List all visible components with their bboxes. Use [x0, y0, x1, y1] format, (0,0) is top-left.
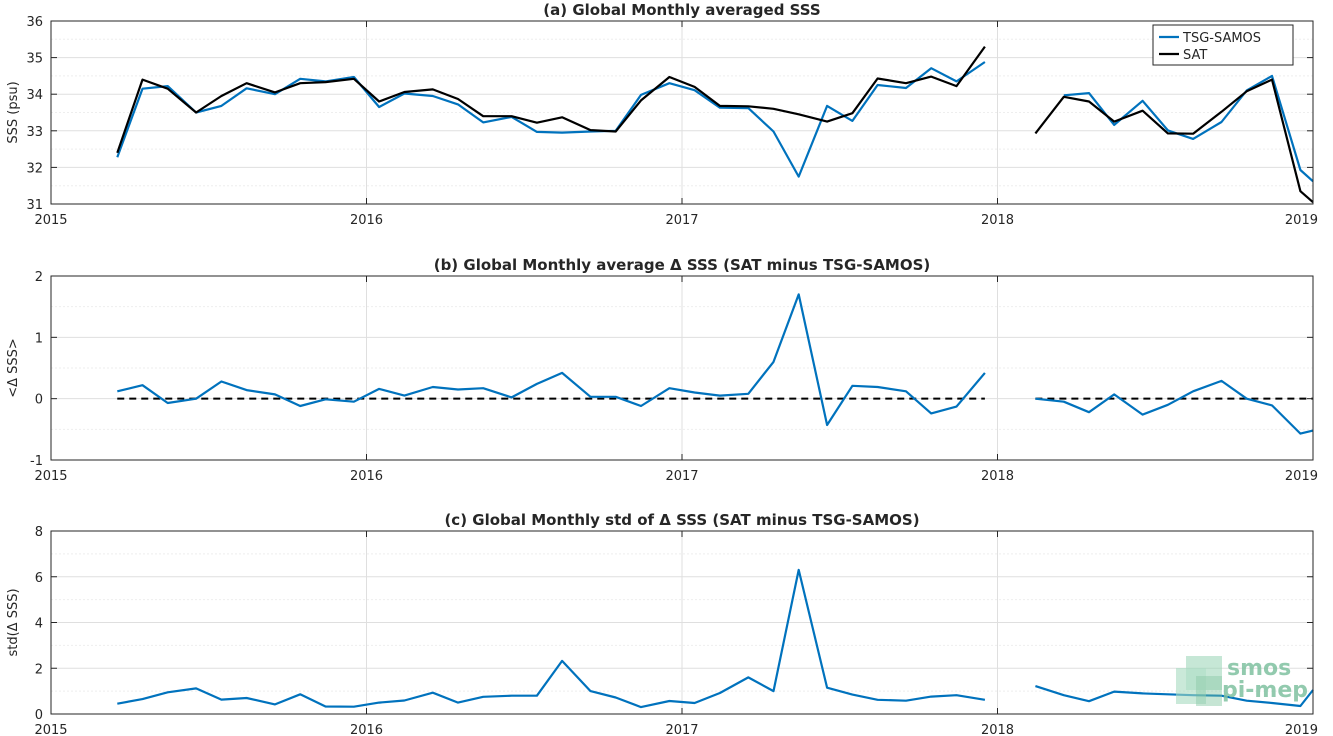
y-tick-label: 4: [35, 617, 43, 632]
y-tick-label: 0: [35, 393, 43, 408]
y-tick-label: 8: [35, 525, 43, 540]
x-tick-label: 2016: [350, 723, 383, 736]
x-tick-label: 2015: [34, 469, 67, 484]
panel-title: (a) Global Monthly averaged SSS: [543, 1, 820, 19]
x-tick-label: 2018: [981, 213, 1014, 228]
y-tick-label: 31: [26, 198, 43, 213]
legend-box: [1152, 24, 1294, 66]
series-line-delta-b: [117, 293, 1314, 435]
legend-entry: SAT: [1183, 48, 1207, 63]
y-tick-label: 2: [35, 270, 43, 285]
panel-title: (c) Global Monthly std of Δ SSS (SAT min…: [444, 511, 919, 529]
series-line-delta-c: [117, 568, 1314, 709]
y-tick-label: 36: [26, 15, 43, 30]
y-tick-label: 35: [26, 52, 43, 67]
logo-line1: smos: [1227, 656, 1291, 681]
logo-line2: pi-mep: [1222, 678, 1308, 703]
x-tick-label: 2016: [350, 469, 383, 484]
x-tick-label: 2017: [665, 723, 698, 736]
y-tick-label: 34: [26, 88, 43, 103]
legend-entry: TSG-SAMOS: [1182, 31, 1261, 46]
x-tick-label: 2015: [34, 213, 67, 228]
y-axis-label: SSS (psu): [6, 81, 21, 143]
series-line-sat: [116, 45, 1314, 204]
y-axis-label: std(Δ SSS): [6, 588, 21, 656]
y-tick-label: 0: [35, 708, 43, 723]
y-tick-label: 1: [35, 331, 43, 346]
x-tick-label: 2019: [1285, 469, 1318, 484]
x-tick-label: 2018: [981, 723, 1014, 736]
x-tick-label: 2017: [665, 469, 698, 484]
x-tick-label: 2016: [350, 213, 383, 228]
panel-title: (b) Global Monthly average Δ SSS (SAT mi…: [434, 256, 931, 274]
x-tick-label: 2015: [34, 723, 67, 736]
y-tick-label: 33: [26, 125, 43, 140]
y-tick-label: -1: [30, 454, 43, 469]
y-tick-label: 32: [26, 161, 43, 176]
x-tick-label: 2017: [665, 213, 698, 228]
y-axis-label: <Δ SSS>: [6, 338, 21, 398]
legend: TSG-SAMOS SAT: [1152, 24, 1294, 66]
series-line-tsg-samos: [116, 61, 1314, 183]
y-tick-label: 6: [35, 571, 43, 586]
x-tick-label: 2019: [1285, 723, 1318, 736]
panel-b: -1 0 1 2 2015 2016 2017 2018 2019 (b) Global Mont…: [6, 256, 1318, 484]
panel-a: 31 32 33 34 35 36 2015 2016 2017 2018 2019 (a) Glob…: [6, 1, 1318, 228]
panel-c: 0 2 4 6 8 2015 2016 2017 2018 2019 (c) Global Mont…: [6, 511, 1318, 736]
y-tick-label: 2: [35, 662, 43, 677]
smos-pimep-logo: smos pi-mep: [1176, 656, 1308, 706]
x-tick-label: 2019: [1285, 213, 1318, 228]
x-tick-label: 2018: [981, 469, 1014, 484]
